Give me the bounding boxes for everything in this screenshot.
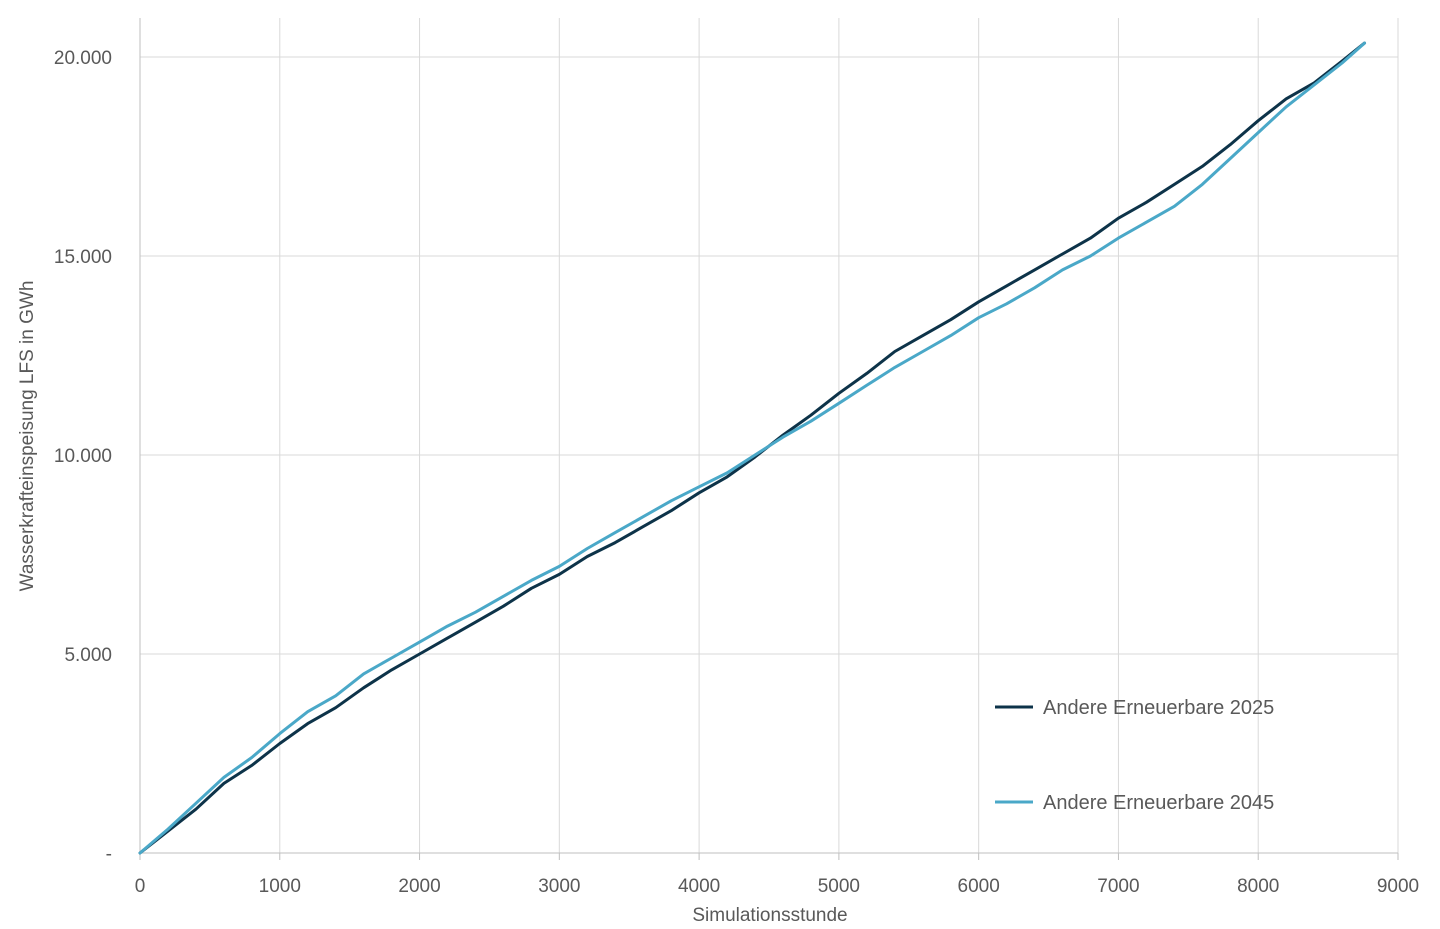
legend-label-2: Andere Erneuerbare 2045 xyxy=(1043,792,1274,814)
x-tick-label: 2000 xyxy=(398,876,440,897)
x-axis-title: Simulationsstunde xyxy=(692,905,847,926)
y-tick-label: 5.000 xyxy=(64,645,112,666)
y-tick-label: 20.000 xyxy=(54,48,112,69)
y-tick-label: 10.000 xyxy=(54,446,112,467)
x-tick-label: 4000 xyxy=(678,876,720,897)
y-tick-label: - xyxy=(106,844,112,865)
series-line-1 xyxy=(138,41,1366,855)
grid-layer xyxy=(140,18,1399,853)
axis-layer: 0 1000 2000 3000 4000 5000 6000 7000 8000 9000 - 5.… xyxy=(54,18,1419,897)
x-tick-label: 1000 xyxy=(259,876,301,897)
x-tick-label: 5000 xyxy=(818,876,860,897)
x-tick-label: 6000 xyxy=(958,876,1000,897)
legend: Andere Erneuerbare 2025 Andere Erneuerbar… xyxy=(995,697,1274,814)
x-tick-label: 9000 xyxy=(1377,876,1419,897)
y-tick-label: 15.000 xyxy=(54,247,112,268)
x-tick-label: 0 xyxy=(135,876,146,897)
x-tick-label: 7000 xyxy=(1097,876,1139,897)
x-tick-label: 8000 xyxy=(1237,876,1279,897)
series-layer xyxy=(138,41,1366,855)
y-axis-title: Wasserkrafteinspeisung LFS in GWh xyxy=(17,281,38,592)
legend-label-1: Andere Erneuerbare 2025 xyxy=(1043,697,1274,719)
series-line-2 xyxy=(138,41,1366,855)
x-tick-label: 3000 xyxy=(538,876,580,897)
